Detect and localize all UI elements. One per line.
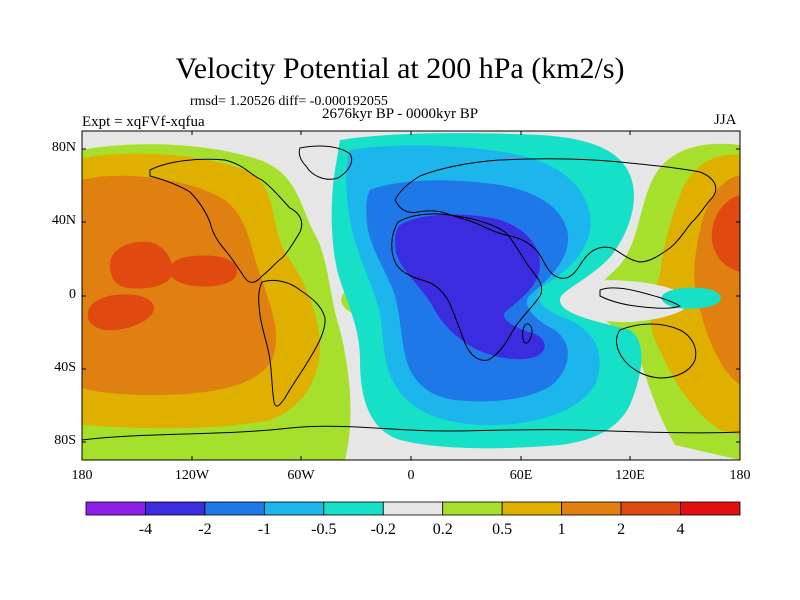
colorbar-label: -2 [198, 521, 212, 538]
season-label: JJA [714, 112, 737, 128]
map-field [82, 131, 740, 460]
madagascar-coast [522, 323, 533, 344]
colorbar-swatch [382, 501, 444, 516]
antarctica-coast [82, 425, 740, 441]
colorbar-swatch [263, 501, 325, 516]
experiment-label: Expt = xqFVf-xqfua [82, 114, 205, 130]
greenland-coast [298, 145, 353, 180]
map-frame [81, 130, 741, 461]
coastlines [82, 145, 740, 441]
europe-asia-coast [394, 158, 717, 279]
lon-tick-label: 180 [71, 468, 93, 483]
lat-tick-label: 40S [54, 360, 76, 375]
colorbar-swatch [680, 501, 741, 516]
colorbar-label: -1 [257, 521, 272, 538]
pacific-contour-2c [87, 294, 155, 331]
colorbar-swatch [561, 501, 622, 516]
colorbar-label: 0.5 [492, 521, 513, 538]
south-america-coast [258, 279, 326, 407]
colorbar-label: -0.2 [370, 521, 396, 538]
colorbar-label: 0.2 [432, 521, 453, 538]
north-america-coast [149, 158, 303, 283]
lon-tick-label: 120E [615, 468, 645, 483]
lon-tick-label: 60E [509, 468, 533, 483]
lon-tick-label: 0 [407, 468, 415, 483]
pacific-contour-2b [169, 255, 238, 287]
colorbar-label: -0.5 [311, 521, 337, 538]
colorbar-swatch [204, 501, 265, 516]
indo-contour-neg [661, 287, 721, 309]
colorbar-label: 2 [617, 521, 626, 538]
lat-tick-label: 80S [54, 433, 76, 448]
africa-contour--2 [395, 214, 545, 360]
lat-tick-label: 0 [69, 287, 76, 302]
colorbar-swatch [620, 501, 681, 516]
period-label: 2676kyr BP - 0000kyr BP [322, 106, 479, 122]
colorbar-swatch [85, 501, 146, 516]
pacific-contour-1 [82, 175, 277, 395]
lon-tick-label: 60W [287, 468, 315, 483]
colorbar-label: 4 [676, 521, 685, 538]
colorbar-label: -4 [138, 521, 153, 538]
westpac-contour-2 [711, 195, 740, 272]
chart-title: Velocity Potential at 200 hPa (km2/s) [175, 52, 625, 85]
lon-tick-label: 120W [174, 468, 210, 483]
colorbar [85, 501, 741, 516]
indo-gap [568, 280, 690, 323]
pacific-contour-2a [109, 241, 173, 289]
lon-tick-label: 180 [729, 468, 751, 483]
colorbar-swatch [501, 501, 563, 516]
colorbar-swatch [323, 501, 384, 516]
indonesia-coast [599, 287, 681, 309]
colorbar-label: 1 [557, 521, 566, 538]
colorbar-swatch [145, 501, 206, 516]
lat-tick-label: 80N [51, 140, 76, 155]
australia-coast [616, 323, 697, 379]
lat-tick-label: 40N [51, 213, 76, 228]
stats-label: rmsd= 1.20526 diff= -0.000192055 [190, 94, 388, 109]
africa-coast [391, 213, 543, 361]
colorbar-swatch [442, 501, 503, 516]
